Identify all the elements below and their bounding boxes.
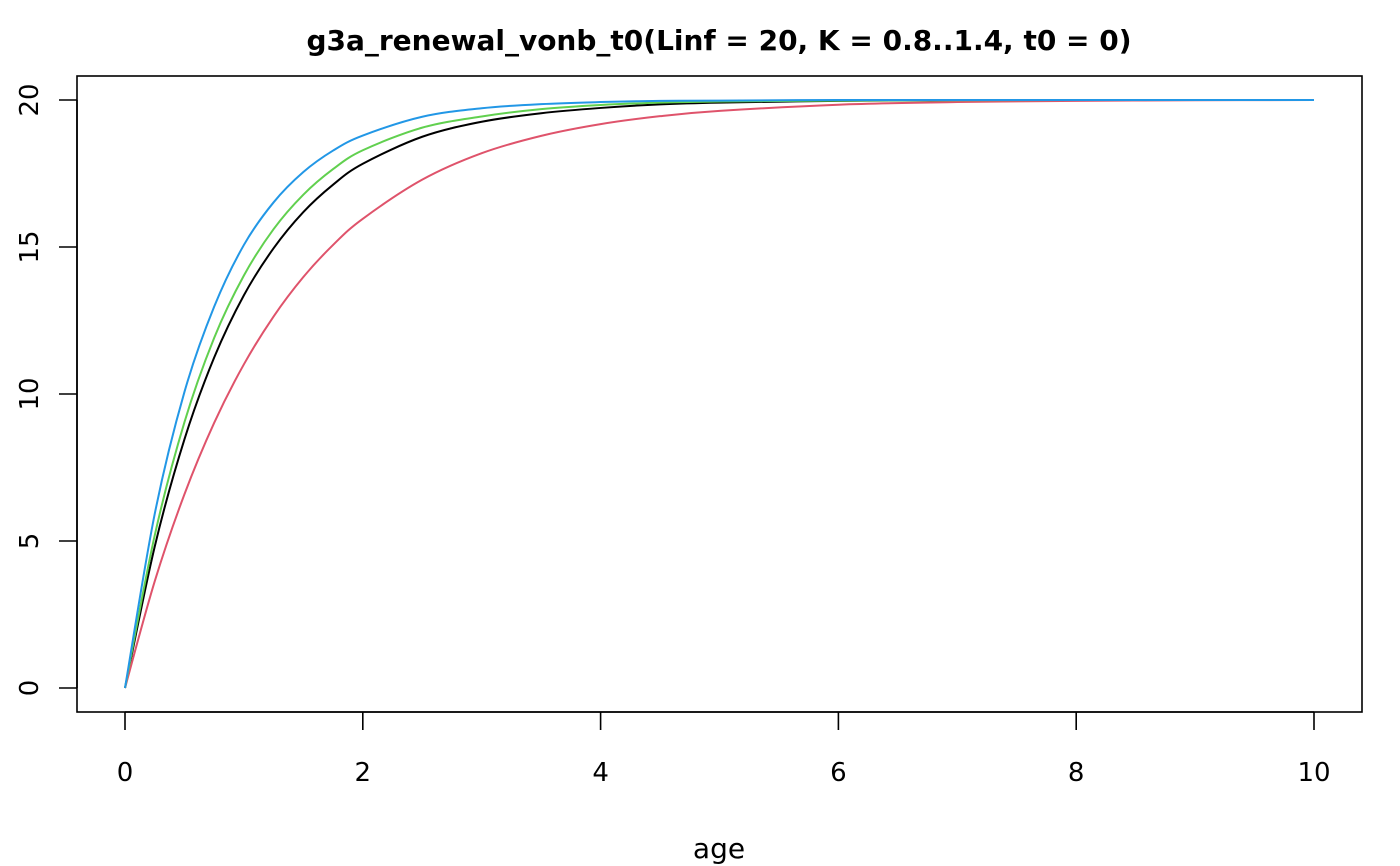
x-tick-label: 2 bbox=[355, 758, 372, 788]
y-tick-label: 5 bbox=[15, 533, 45, 550]
x-axis: 0 2 4 6 8 10 bbox=[117, 711, 1331, 788]
y-tick-label: 15 bbox=[15, 230, 45, 263]
x-tick-label: 0 bbox=[117, 758, 134, 788]
series-line-3 bbox=[124, 98, 1314, 689]
series-line-1 bbox=[124, 98, 1314, 689]
x-tick-label: 10 bbox=[1297, 758, 1330, 788]
series-line-4 bbox=[124, 98, 1314, 689]
x-tick-label: 4 bbox=[592, 758, 609, 788]
y-tick-label: 20 bbox=[15, 83, 45, 116]
y-axis: 0 5 10 15 20 bbox=[15, 83, 78, 697]
x-axis-label: age bbox=[693, 832, 745, 865]
x-tick-label: 6 bbox=[830, 758, 847, 788]
series-line-2 bbox=[124, 99, 1315, 689]
y-tick-label: 0 bbox=[15, 680, 45, 697]
x-tick-label: 8 bbox=[1068, 758, 1085, 788]
chart-title: g3a_renewal_vonb_t0(Linf = 20, K = 0.8..… bbox=[306, 24, 1131, 57]
y-tick-label: 10 bbox=[15, 377, 45, 410]
series-layer bbox=[124, 98, 1315, 689]
plot-area-box bbox=[76, 75, 1363, 713]
